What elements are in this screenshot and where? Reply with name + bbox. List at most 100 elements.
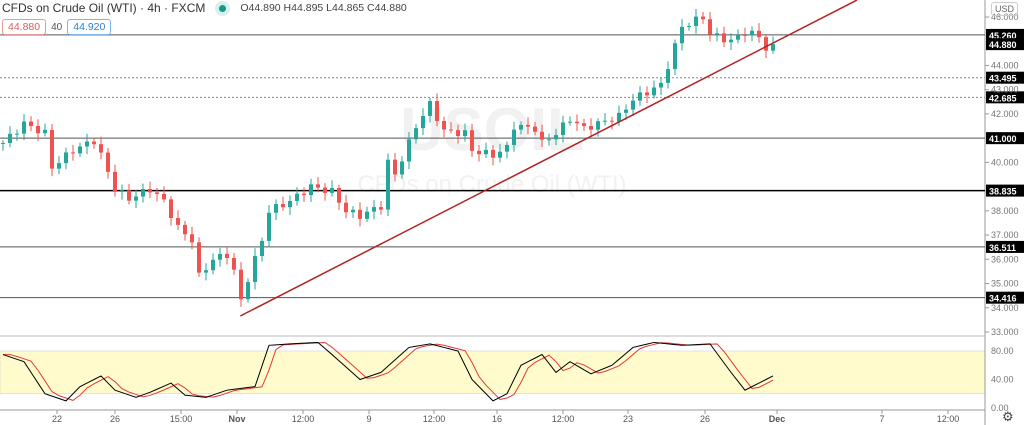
candle-body <box>78 146 82 154</box>
candle-body <box>288 200 292 208</box>
level-label-bg <box>986 184 1024 197</box>
price-tick-label: 33.000 <box>991 327 1019 337</box>
candle-body <box>386 159 390 210</box>
candle-body <box>330 187 334 193</box>
level-label-bg <box>986 28 1024 41</box>
candle-body <box>358 209 362 219</box>
symbol-title[interactable]: CFDs on Crude Oil (WTI) · 4h · FXCM <box>2 1 206 15</box>
price-tick-label: 36.000 <box>991 254 1019 264</box>
candle-body <box>204 270 208 273</box>
candle-body <box>36 126 40 134</box>
time-label: Dec <box>769 414 786 424</box>
candle-body <box>519 124 523 130</box>
candle-body <box>190 234 194 243</box>
currency-label[interactable]: USD <box>991 2 1019 16</box>
candle-body <box>568 121 572 123</box>
time-label: 12:00 <box>423 414 446 424</box>
candle-body <box>708 19 712 35</box>
candle-body <box>603 120 607 122</box>
settings-gear-icon[interactable]: ⚙ <box>1002 409 1014 424</box>
candle-body <box>64 152 68 164</box>
candle-body <box>253 256 257 283</box>
candle-body <box>50 129 54 169</box>
candle-body <box>351 209 355 213</box>
candle-body <box>260 240 264 257</box>
candle-body <box>582 123 586 127</box>
candle-body <box>379 207 383 210</box>
candle-body <box>596 121 600 130</box>
level-label: 36.511 <box>989 243 1016 253</box>
candle-body <box>372 207 376 212</box>
candle-body <box>533 126 537 132</box>
candle-body <box>449 129 453 131</box>
candle-body <box>470 130 474 151</box>
candle-body <box>1 142 5 144</box>
candle-body <box>29 121 33 127</box>
ohlc-values: O44.890 H44.895 L44.865 C44.880 <box>240 2 407 14</box>
candle-body <box>211 259 215 271</box>
candle-body <box>421 115 425 129</box>
candle-body <box>8 133 12 143</box>
candle-body <box>757 30 761 38</box>
sell-price-button[interactable]: 44.880 <box>2 19 47 35</box>
watermark-name: CFDs on Crude Oil (WTI) <box>357 171 626 198</box>
candle-body <box>701 16 705 20</box>
stochastic-d-line <box>3 342 774 401</box>
quote-panel: 44.880 40 44.920 <box>2 19 112 35</box>
candle-body <box>22 121 26 134</box>
candle-body <box>323 187 327 193</box>
oscillator-tick-label: 80.00 <box>991 346 1014 356</box>
price-tick-label: 42.000 <box>991 109 1019 119</box>
time-label: 12:00 <box>552 414 575 424</box>
candle-body <box>575 121 579 124</box>
candle-body <box>561 122 565 136</box>
candle-body <box>85 141 89 147</box>
candle-body <box>155 192 159 194</box>
time-label: 26 <box>700 414 710 424</box>
candle-body <box>505 144 509 152</box>
candle-body <box>680 26 684 44</box>
candle-body <box>148 188 152 193</box>
candle-body <box>92 141 96 145</box>
candle-body <box>113 171 117 192</box>
stochastic-k-line <box>2 341 774 402</box>
candle-body <box>176 218 180 225</box>
candle-body <box>729 39 733 43</box>
candle-body <box>715 33 719 35</box>
candle-body <box>316 184 320 188</box>
candle-body <box>764 37 768 51</box>
time-label: 23 <box>623 414 633 424</box>
candle-body <box>617 112 621 122</box>
candle-body <box>456 130 460 136</box>
candle-body <box>57 163 61 169</box>
time-label: 26 <box>110 414 120 424</box>
candle-body <box>491 149 495 158</box>
candle-body <box>281 204 285 208</box>
candle-body <box>736 34 740 40</box>
candle-body <box>232 257 236 270</box>
oscillator-tick-label: 0.00 <box>991 403 1009 413</box>
candle-body <box>246 282 250 300</box>
candle-body <box>771 44 775 51</box>
candle-body <box>106 152 110 172</box>
price-tick-label: 46.000 <box>991 12 1019 22</box>
time-label: 7 <box>879 414 884 424</box>
candle-body <box>414 128 418 140</box>
candle-body <box>267 212 271 241</box>
time-label: 22 <box>52 414 62 424</box>
price-tick-label: 40.000 <box>991 157 1019 167</box>
candle-body <box>197 242 201 273</box>
level-label-bg <box>986 240 1024 253</box>
level-label-bg <box>986 291 1024 304</box>
level-label-bg <box>986 132 1024 145</box>
level-label: 38.835 <box>989 187 1017 197</box>
buy-price-button[interactable]: 44.920 <box>67 19 112 35</box>
candle-body <box>428 101 432 116</box>
time-label: Nov <box>228 414 245 424</box>
candle-body <box>120 190 124 192</box>
trend-line <box>239 0 858 317</box>
candle-body <box>694 16 698 27</box>
candle-body <box>225 253 229 258</box>
time-label: 12:00 <box>292 414 315 424</box>
